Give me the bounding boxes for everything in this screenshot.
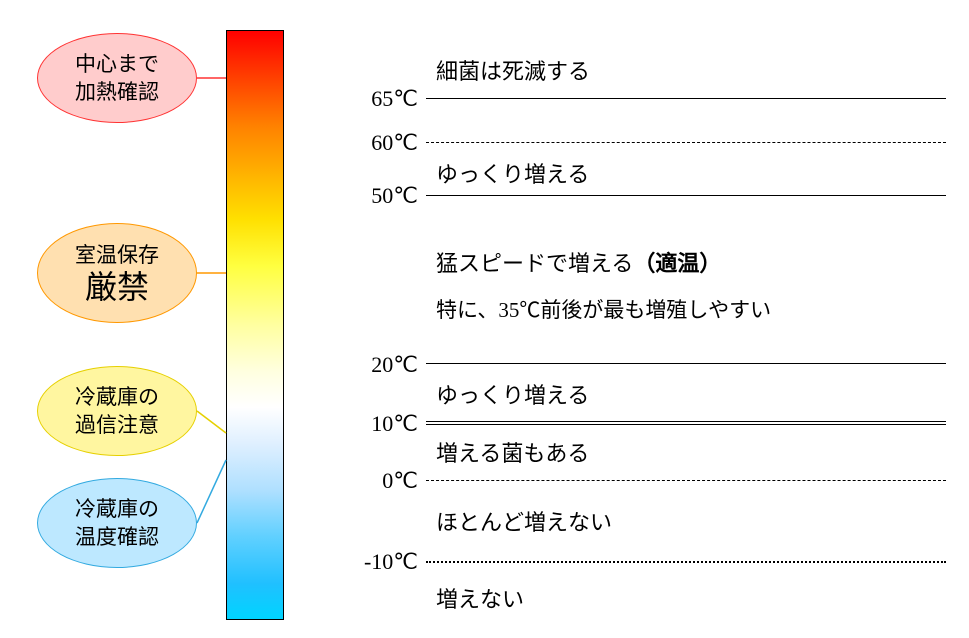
desc-text-bold: （適温）: [633, 251, 721, 276]
divider-50: [426, 195, 946, 196]
callout-room-temp-forbidden: 室温保存 厳禁: [37, 223, 197, 323]
connector-yellow: [197, 411, 226, 433]
desc-text: 猛スピードで増える: [436, 251, 633, 276]
divider-60: [426, 142, 946, 143]
callout-text: 冷蔵庫の: [75, 383, 159, 411]
divider-65: [426, 98, 946, 99]
divider-minus10: [426, 561, 946, 563]
temp-label-10: 10℃: [348, 411, 418, 437]
divider-20: [426, 363, 946, 364]
desc-slow-growth-upper: ゆっくり増える: [436, 157, 589, 189]
divider-10: [426, 421, 946, 425]
temp-label-minus10: -10℃: [348, 549, 418, 575]
callout-text: 室温保存: [75, 241, 159, 269]
callout-text: 冷蔵庫の: [75, 495, 159, 523]
desc-bacteria-die: 細菌は死滅する: [436, 54, 590, 86]
temp-label-65: 65℃: [348, 86, 418, 112]
desc-rapid-growth: 猛スピードで増える（適温）: [436, 246, 721, 278]
callout-heat-confirm: 中心まで 加熱確認: [37, 33, 197, 123]
temp-label-0: 0℃: [348, 468, 418, 494]
callout-fridge-caution: 冷蔵庫の 過信注意: [37, 366, 197, 456]
temp-label-20: 20℃: [348, 352, 418, 378]
temp-label-60: 60℃: [348, 130, 418, 156]
desc-optimal-35c: 特に、35℃前後が最も増殖しやすい: [436, 294, 771, 324]
desc-slow-growth-lower: ゆっくり増える: [436, 378, 589, 410]
callout-text: 中心まで: [75, 50, 159, 78]
desc-no-growth: 増えない: [436, 582, 524, 614]
callout-text: 過信注意: [75, 411, 159, 439]
desc-some-growth: 増える菌もある: [436, 436, 589, 468]
temp-label-50: 50℃: [348, 183, 418, 209]
callout-text-big: 厳禁: [85, 270, 149, 305]
desc-almost-no-growth: ほとんど増えない: [436, 505, 612, 537]
callout-text: 温度確認: [75, 523, 159, 551]
divider-0: [426, 480, 946, 481]
connector-cyan: [197, 460, 226, 523]
thermometer-gradient-bar: [226, 30, 284, 620]
callout-fridge-temp-check: 冷蔵庫の 温度確認: [37, 478, 197, 568]
callout-text: 加熱確認: [75, 78, 159, 106]
